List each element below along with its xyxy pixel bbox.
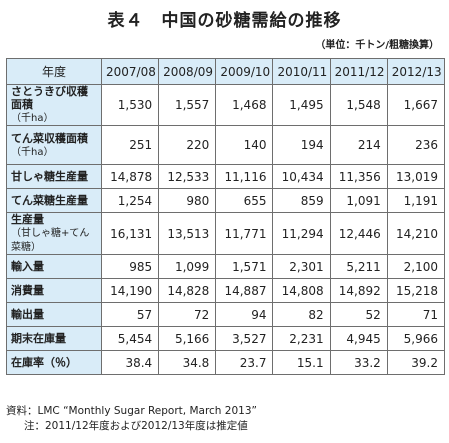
header-cell: 年度 [6,58,102,85]
table-cell: 1,530 [100,84,160,126]
table-cell: 72 [158,302,217,327]
table-cell: 10,434 [272,164,331,189]
table-cell: 1,099 [158,254,217,279]
row-label: 甘しゃ糖生産量 [6,164,102,189]
table-cell: 214 [329,125,388,165]
table-row: てん菜糖生産量 1,254 980 655 859 1,091 1,191 [6,188,446,213]
footnotes: 資料：LMC “Monthly Sugar Report, March 2013… [6,404,257,434]
table-cell: 140 [215,125,274,165]
table-cell: 71 [386,302,446,327]
header-cell: 2012/13 [386,58,446,85]
header-cell: 2007/08 [100,58,160,85]
table-row: 輸入量 985 1,099 1,571 2,301 5,211 2,100 [6,254,446,279]
table-cell: 2,301 [272,254,331,279]
table-cell: 1,495 [272,84,331,126]
table-cell: 13,513 [158,212,217,255]
table-cell: 12,533 [158,164,217,189]
row-label: 期末在庫量 [6,326,102,351]
table-row: 甘しゃ糖生産量 14,878 12,533 11,116 10,434 11,3… [6,164,446,189]
table-row: 消費量 14,190 14,828 14,887 14,808 14,892 1… [6,278,446,303]
row-label: 輸入量 [6,254,102,279]
header-cell: 2008/09 [158,58,217,85]
table-cell: 39.2 [386,350,446,375]
table-cell: 38.4 [100,350,160,375]
table-cell: 2,231 [272,326,331,351]
table-cell: 11,771 [215,212,274,255]
table-cell: 1,548 [329,84,388,126]
table-cell: 1,571 [215,254,274,279]
table-cell: 1,557 [158,84,217,126]
table-cell: 33.2 [329,350,388,375]
table-cell: 52 [329,302,388,327]
table-cell: 985 [100,254,160,279]
row-label: さとうきび収穫面積 （千ha） [6,84,102,126]
row-label: てん菜糖生産量 [6,188,102,213]
table-cell: 1,468 [215,84,274,126]
table-cell: 236 [386,125,446,165]
table-cell: 5,211 [329,254,388,279]
table-row: 期末在庫量 5,454 5,166 3,527 2,231 4,945 5,96… [6,326,446,351]
table-cell: 11,356 [329,164,388,189]
table-title: 表４ 中国の砂糖需給の推移 [107,11,342,31]
source-note: 資料：LMC “Monthly Sugar Report, March 2013… [6,405,257,417]
row-label: てん菜収穫面積 （千ha） [6,125,102,165]
table-cell: 251 [100,125,160,165]
table-row: さとうきび収穫面積 （千ha） 1,530 1,557 1,468 1,495 1… [6,84,446,126]
table-cell: 220 [158,125,217,165]
table-cell: 1,667 [386,84,446,126]
table-cell: 4,945 [329,326,388,351]
table-cell: 14,808 [272,278,331,303]
table-cell: 15,218 [386,278,446,303]
estimate-note: 注：2011/12年度および2012/13年度は推定値 [24,420,248,432]
table-cell: 15.1 [272,350,331,375]
table-cell: 16,131 [100,212,160,255]
table-cell: 5,454 [100,326,160,351]
table-cell: 11,116 [215,164,274,189]
table-cell: 194 [272,125,331,165]
table-cell: 57 [100,302,160,327]
table-cell: 1,191 [386,188,446,213]
table-cell: 1,091 [329,188,388,213]
table-cell: 12,446 [329,212,388,255]
table-cell: 14,878 [100,164,160,189]
header-cell: 2010/11 [272,58,331,85]
table-row: 生産量 （甘しゃ糖+てん菜糖） 16,131 13,513 11,771 11,2… [6,212,446,255]
header-row: 年度 2007/08 2008/09 2009/10 2010/11 2011/… [6,58,446,85]
table-cell: 13,019 [386,164,446,189]
row-label: 生産量 （甘しゃ糖+てん菜糖） [6,212,102,255]
table-cell: 94 [215,302,274,327]
table-cell: 3,527 [215,326,274,351]
table-row: 輸出量 57 72 94 82 52 71 [6,302,446,327]
header-cell: 2011/12 [329,58,388,85]
table-row: 在庫率（％） 38.4 34.8 23.7 15.1 33.2 39.2 [6,350,446,375]
table-cell: 1,254 [100,188,160,213]
table-cell: 82 [272,302,331,327]
unit-label: （単位：千トン/粗糖換算） [315,40,439,51]
table-cell: 2,100 [386,254,446,279]
table-cell: 14,887 [215,278,274,303]
row-label: 在庫率（％） [6,350,102,375]
table-cell: 23.7 [215,350,274,375]
table-cell: 14,210 [386,212,446,255]
row-label: 輸出量 [6,302,102,327]
row-label: 消費量 [6,278,102,303]
table-cell: 5,966 [386,326,446,351]
table-cell: 980 [158,188,217,213]
table-cell: 655 [215,188,274,213]
table-cell: 859 [272,188,331,213]
table-cell: 14,892 [329,278,388,303]
table-row: てん菜収穫面積 （千ha） 251 220 140 194 214 236 [6,125,446,165]
table-cell: 14,828 [158,278,217,303]
header-cell: 2009/10 [215,58,274,85]
table-cell: 11,294 [272,212,331,255]
table-cell: 5,166 [158,326,217,351]
table-cell: 34.8 [158,350,217,375]
sugar-supply-demand-table: 年度 2007/08 2008/09 2009/10 2010/11 2011/… [6,58,446,375]
table-cell: 14,190 [100,278,160,303]
